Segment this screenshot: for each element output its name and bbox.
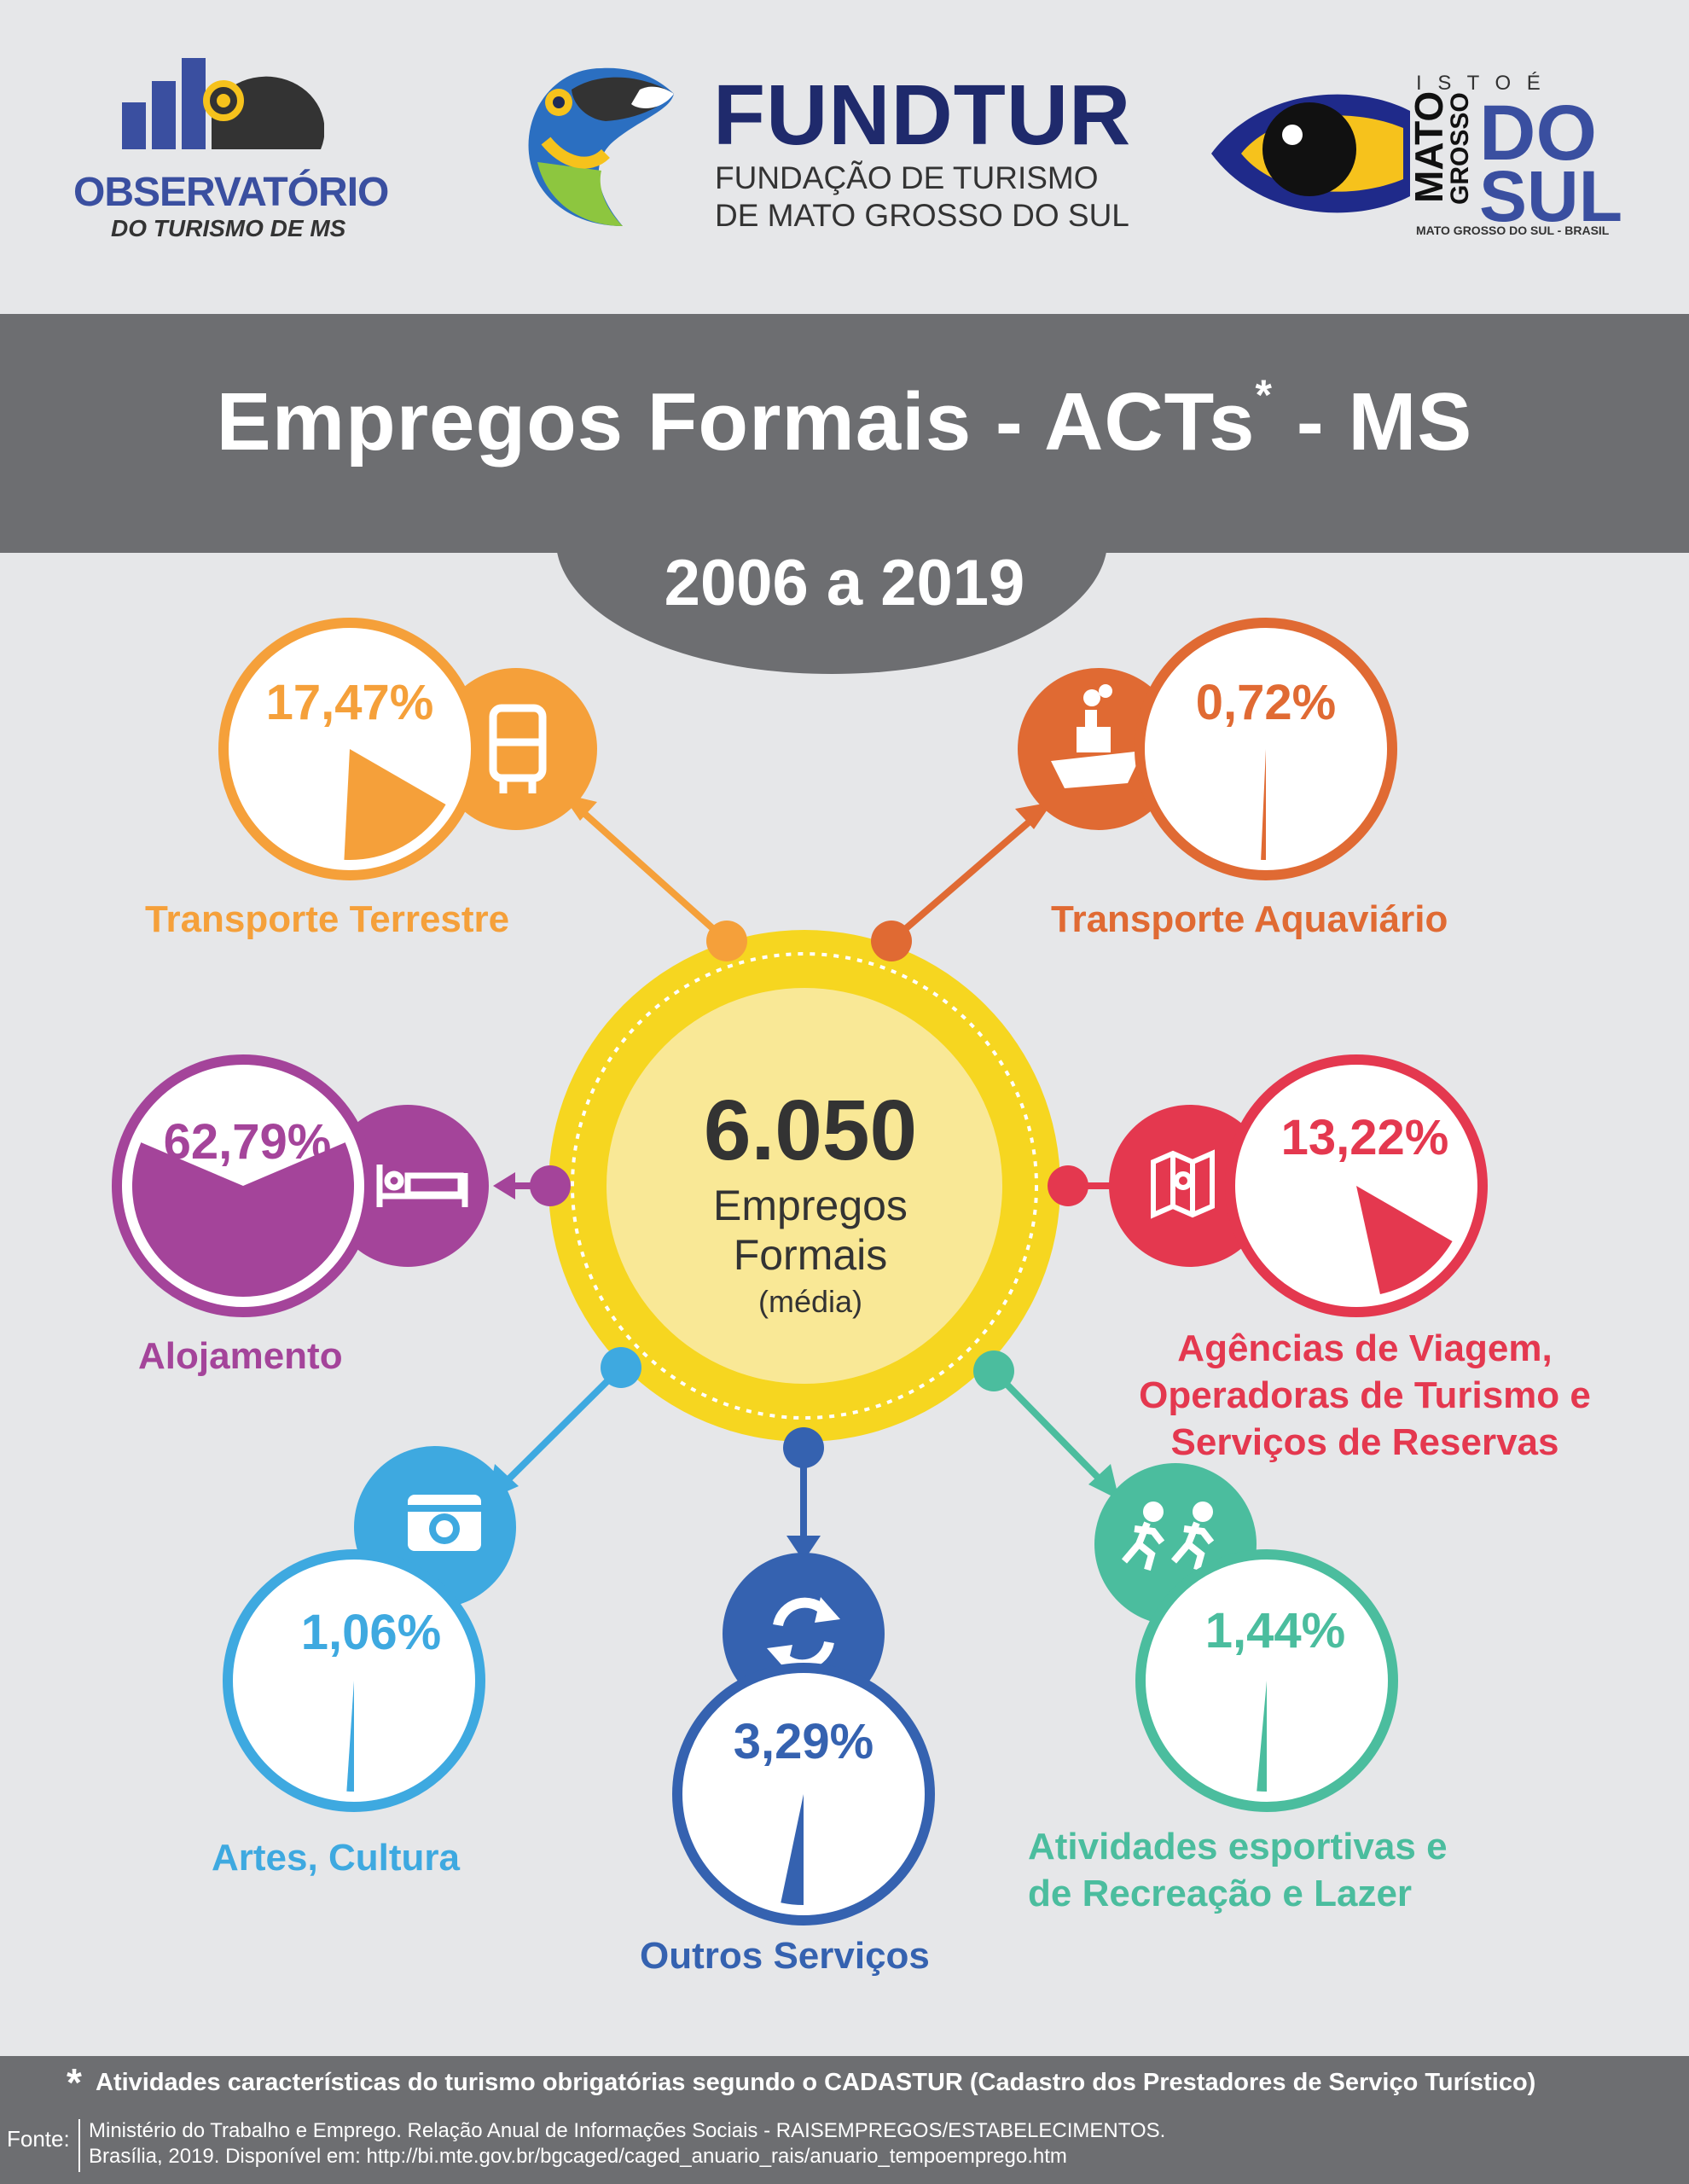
item-agencias bbox=[1109, 1054, 1488, 1317]
pct-aquaviario: 0,72% bbox=[1195, 675, 1337, 730]
pie-artes-slice bbox=[346, 1681, 354, 1792]
center-line3: (média) bbox=[757, 1284, 863, 1319]
item-alojamento bbox=[112, 1054, 489, 1317]
item-artes-cultura bbox=[223, 1446, 516, 1812]
label-agencias-line1: Agências de Viagem, bbox=[1177, 1327, 1553, 1369]
pie-agencias-slice bbox=[1356, 1186, 1453, 1294]
item-transporte-aquaviario bbox=[1018, 618, 1397, 880]
ms-eye-logo bbox=[1211, 94, 1410, 213]
footer bbox=[0, 2056, 1689, 2184]
observatorio-title: OBSERVATÓRIO bbox=[73, 170, 389, 215]
pct-outros: 3,29% bbox=[733, 1714, 874, 1769]
title-asterisk: * bbox=[1255, 371, 1274, 419]
fundtur-line2: DE MATO GROSSO DO SUL bbox=[715, 198, 1129, 233]
ms-do: DO bbox=[1479, 90, 1597, 177]
center-value: 6.050 bbox=[703, 1083, 918, 1178]
ms-subtitle: MATO GROSSO DO SUL - BRASIL bbox=[1416, 224, 1610, 237]
label-artes-cultura: Artes, Cultura bbox=[212, 1837, 460, 1879]
ms-isto-e: I S T O É bbox=[1416, 72, 1546, 95]
bus-icon bbox=[489, 704, 547, 793]
map-icon bbox=[1151, 1149, 1215, 1219]
item-transporte-terrestre bbox=[218, 618, 597, 880]
center-inner-disc bbox=[607, 988, 1002, 1384]
fundtur-line1: FUNDAÇÃO DE TURISMO bbox=[715, 160, 1099, 195]
label-transporte-aquaviario: Transporte Aquaviário bbox=[1051, 898, 1448, 940]
pct-artes: 1,06% bbox=[300, 1605, 442, 1660]
center-line2: Formais bbox=[733, 1231, 888, 1279]
fonte-line2: Brasília, 2019. Disponível em: http://bi… bbox=[89, 2145, 1067, 2168]
label-agencias-line2: Operadoras de Turismo e bbox=[1139, 1374, 1591, 1416]
ms-sul: SUL bbox=[1479, 156, 1622, 236]
item-atividades-esportivas bbox=[1094, 1463, 1398, 1812]
pie-alojamento-slice bbox=[132, 1142, 354, 1298]
pie-outros-slice bbox=[781, 1794, 804, 1905]
period-label: 2006 a 2019 bbox=[664, 547, 1025, 619]
header-logos: OBSERVATÓRIO DO TURISMO DE MS FUNDTUR FU… bbox=[0, 0, 1689, 314]
pct-alojamento: 62,79% bbox=[163, 1114, 332, 1170]
camera-icon bbox=[408, 1495, 481, 1551]
fonte-line1: Ministério do Trabalho e Emprego. Relaçã… bbox=[89, 2119, 1166, 2142]
observatorio-logo bbox=[122, 58, 324, 149]
connector-dots bbox=[530, 921, 1088, 1468]
item-outros-servicos bbox=[672, 1553, 935, 1926]
label-alojamento: Alojamento bbox=[138, 1335, 343, 1377]
fundtur-name: FUNDTUR bbox=[713, 67, 1132, 163]
pie-terrestre-slice bbox=[344, 749, 446, 860]
fonte-label: Fonte: bbox=[7, 2126, 70, 2152]
pct-terrestre: 17,47% bbox=[265, 675, 434, 730]
bed-icon bbox=[376, 1165, 468, 1207]
label-outros-servicos: Outros Serviços bbox=[640, 1935, 930, 1977]
label-agencias-line3: Serviços de Reservas bbox=[1170, 1421, 1559, 1463]
footer-note: Atividades características do turismo ob… bbox=[96, 2069, 1536, 2096]
label-esportivas-line2: de Recreação e Lazer bbox=[1028, 1873, 1413, 1914]
running-icon bbox=[1121, 1502, 1215, 1571]
title-band bbox=[0, 314, 1689, 553]
pie-aquaviario-slice bbox=[1261, 749, 1266, 860]
ship-icon bbox=[1051, 684, 1143, 788]
label-transporte-terrestre: Transporte Terrestre bbox=[145, 898, 510, 940]
pct-esportivas: 1,44% bbox=[1204, 1603, 1346, 1658]
period-tab bbox=[556, 546, 1107, 674]
fonte-divider bbox=[78, 2119, 80, 2172]
footer-asterisk: * bbox=[67, 2060, 82, 2105]
pct-agencias: 13,22% bbox=[1280, 1110, 1449, 1165]
observatorio-subtitle: DO TURISMO DE MS bbox=[111, 215, 346, 241]
center-line1: Empregos bbox=[713, 1182, 908, 1229]
pie-esportivas-slice bbox=[1257, 1681, 1267, 1792]
fundtur-bird-logo bbox=[528, 67, 674, 226]
page-title: Empregos Formais - ACTs* - MS bbox=[216, 371, 1473, 468]
center-dotted-ring bbox=[571, 952, 1038, 1420]
label-esportivas-line1: Atividades esportivas e bbox=[1028, 1826, 1448, 1867]
bus-icon-badge bbox=[435, 668, 597, 830]
